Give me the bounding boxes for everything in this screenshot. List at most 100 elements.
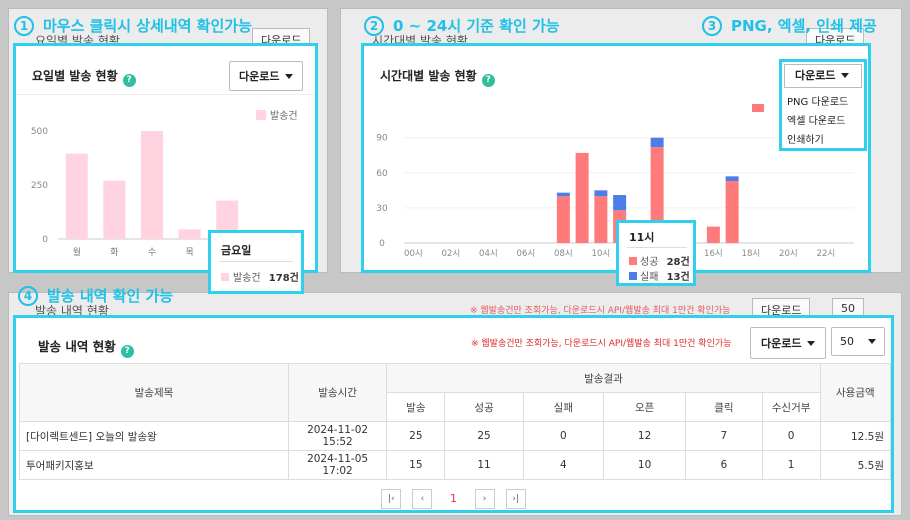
tooltip-swatch — [629, 257, 637, 265]
background-history-note: ※ 웹발송건만 조회가능, 다운로드시 API/웹발송 최대 1만건 확인가능 — [470, 306, 731, 316]
bar[interactable] — [65, 153, 88, 239]
download-label: 다운로드 — [761, 337, 802, 350]
x-tick-label: 20시 — [779, 249, 798, 259]
bar-success[interactable] — [725, 180, 739, 243]
x-tick-label: 22시 — [817, 249, 836, 259]
annotation-3: 3 PNG, 엑셀, 인쇄 제공 — [702, 15, 877, 36]
hourly-tooltip: 11시 성공 28건 실패 13건 — [616, 220, 696, 286]
pagination: |‹ ‹ 1 › ›| — [16, 488, 891, 509]
background-history-title: 발송 내역 현황 — [35, 304, 109, 318]
history-note: ※ 웹발송건만 조회가능, 다운로드시 API/웹발송 최대 1만건 확인가능 — [471, 339, 732, 349]
page-size-select[interactable]: 50 — [831, 327, 885, 356]
x-tick-label: 08시 — [554, 249, 573, 259]
dropdown-item-png[interactable]: PNG 다운로드 — [787, 97, 849, 108]
cell-amount: 5.5원 — [819, 450, 892, 480]
weekday-chart-title: 요일별 발송 현황 — [32, 69, 118, 83]
history-title-row: 발송 내역 현황? — [38, 336, 134, 358]
bar-fail[interactable] — [725, 176, 739, 181]
chevron-down-icon — [841, 73, 850, 78]
pagination-last-button[interactable]: ›| — [505, 488, 526, 509]
annotation-number: 2 — [364, 15, 384, 36]
x-tick-label: 06시 — [517, 249, 536, 259]
annotation-text: 발송 내역 확인 가능 — [47, 287, 174, 305]
header-time: 발송시간 — [287, 363, 388, 422]
table-row[interactable]: [다이렉트센드] 오늘의 발송왕 2024-11-02 15:52 25 25 … — [19, 421, 892, 451]
bar-success[interactable] — [706, 226, 720, 243]
pagination-current-page[interactable]: 1 — [450, 491, 457, 505]
weekday-legend: 발송건 — [256, 107, 298, 122]
bar[interactable] — [103, 180, 126, 239]
cell-reject: 1 — [761, 450, 821, 480]
legend-swatch-success — [752, 104, 764, 112]
bar-fail[interactable] — [594, 190, 608, 197]
x-tick-label: 00시 — [404, 249, 423, 259]
bar-fail[interactable] — [556, 192, 570, 197]
weekday-download-button[interactable]: 다운로드 — [229, 61, 304, 91]
help-icon[interactable]: ? — [122, 74, 136, 87]
tooltip-row-success: 성공 28건 — [629, 253, 690, 268]
y-tick-label: 90 — [376, 134, 388, 144]
page-size-value: 50 — [840, 335, 854, 348]
download-label: 다운로드 — [795, 69, 836, 82]
pagination-next-button[interactable]: › — [474, 488, 495, 509]
y-tick-label: 500 — [31, 127, 48, 137]
cell-title[interactable]: [다이렉트센드] 오늘의 발송왕 — [19, 421, 289, 451]
header-result: 발송결과 — [386, 363, 821, 393]
hourly-download-button[interactable]: 다운로드 — [784, 64, 862, 88]
x-tick-label: 16시 — [704, 249, 723, 259]
bar-success[interactable] — [650, 147, 664, 243]
table-row[interactable]: 투어패키지홍보 2024-11-05 17:02 15 11 4 10 6 1 … — [19, 450, 892, 480]
bar-fail[interactable] — [613, 195, 627, 211]
cell-sent: 25 — [386, 421, 446, 451]
hourly-chart-title-row: 시간대별 발송 현황? — [380, 67, 495, 87]
x-tick-label: 화 — [110, 247, 118, 258]
cell-amount: 12.5원 — [819, 421, 892, 451]
legend-swatch — [256, 110, 266, 120]
annotation-4: 4 발송 내역 확인 가능 — [18, 285, 173, 306]
bar[interactable] — [178, 229, 201, 239]
annotation-number: 4 — [18, 285, 38, 306]
tooltip-value: 13건 — [666, 272, 690, 283]
annotation-text: 0 ~ 24시 기준 확인 가능 — [393, 17, 560, 35]
x-tick-label: 18시 — [742, 249, 761, 259]
tooltip-value: 178건 — [268, 273, 299, 284]
y-tick-label: 250 — [31, 181, 48, 191]
pagination-first-button[interactable]: |‹ — [381, 488, 402, 509]
y-tick-label: 0 — [42, 235, 48, 245]
history-panel: 발송 내역 현황? ※ 웹발송건만 조회가능, 다운로드시 API/웹발송 최대… — [13, 315, 894, 513]
cell-reject: 0 — [761, 421, 821, 451]
bar-success[interactable] — [556, 196, 570, 243]
cell-fail: 0 — [522, 421, 604, 451]
history-download-button[interactable]: 다운로드 — [750, 327, 827, 359]
cell-fail: 4 — [522, 450, 604, 480]
header-amount: 사용금액 — [819, 363, 892, 422]
cell-open: 10 — [602, 450, 687, 480]
header-click: 클릭 — [685, 392, 763, 422]
weekday-bar-chart[interactable]: 0250500월화수목금 — [16, 94, 315, 274]
annotation-number: 1 — [14, 15, 34, 36]
cell-title[interactable]: 투어패키지홍보 — [19, 450, 289, 480]
x-tick-label: 02시 — [442, 249, 461, 259]
cell-click: 7 — [685, 421, 763, 451]
tooltip-row: 발송건 178건 — [221, 269, 299, 284]
help-icon[interactable]: ? — [120, 345, 134, 358]
header-fail: 실패 — [522, 392, 604, 422]
bar-success[interactable] — [594, 196, 608, 243]
cell-sent: 15 — [386, 450, 446, 480]
annotation-1: 1 마우스 클릭시 상세내역 확인가능 — [14, 15, 252, 36]
bar-success[interactable] — [575, 152, 589, 243]
download-label: 다운로드 — [239, 70, 280, 83]
header-sent: 발송 — [386, 392, 446, 422]
dropdown-item-excel[interactable]: 엑셀 다운로드 — [787, 116, 846, 127]
cell-success: 11 — [444, 450, 524, 480]
bar[interactable] — [141, 131, 163, 239]
pagination-prev-button[interactable]: ‹ — [412, 488, 433, 509]
bar[interactable] — [216, 200, 239, 239]
x-tick-label: 10시 — [592, 249, 611, 259]
tooltip-divider — [627, 247, 687, 248]
header-open: 오픈 — [602, 392, 687, 422]
bar-fail[interactable] — [650, 137, 664, 148]
cell-open: 12 — [602, 421, 687, 451]
help-icon[interactable]: ? — [481, 74, 495, 87]
dropdown-item-print[interactable]: 인쇄하기 — [787, 135, 824, 146]
